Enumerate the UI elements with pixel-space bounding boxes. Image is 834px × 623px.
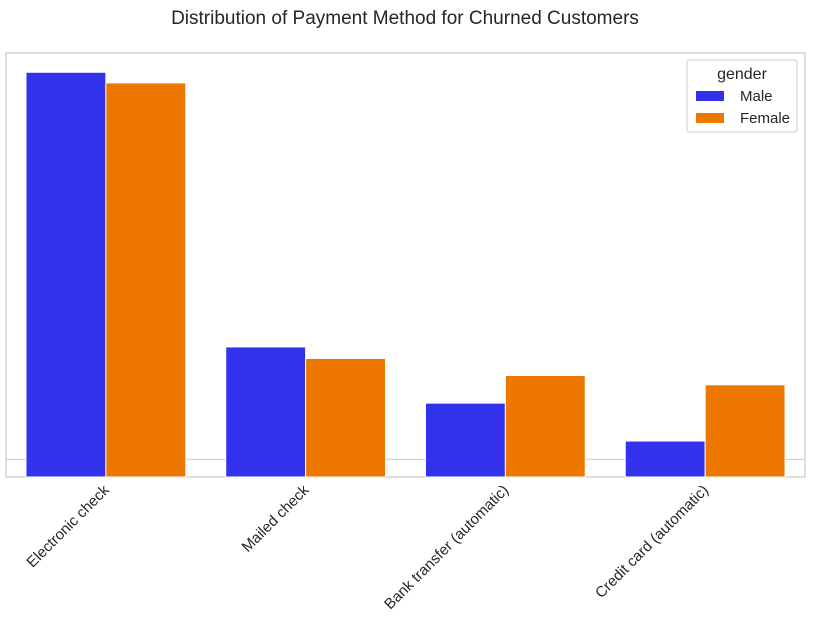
legend-swatch-female [696,113,724,123]
bar-male-2 [424,402,506,478]
bar-female-3 [704,384,786,478]
legend-swatch-male [696,91,724,101]
bar-female-0 [105,82,187,478]
x-tick-labels: Electronic check Mailed check Bank transfe… [23,481,712,612]
x-tick-label-0: Electronic check [23,481,113,571]
x-tick-label-1: Mailed check [239,481,313,555]
chart-title: Distribution of Payment Method for Churn… [171,8,639,29]
legend-label-female: Female [740,110,790,127]
legend-title: gender [717,66,767,83]
x-tick-label-3: Credit card (automatic) [592,482,712,602]
bar-male-1 [225,346,307,478]
x-tick-label-2: Bank transfer (automatic) [381,482,512,613]
bar-male-3 [624,440,706,478]
bars [25,71,786,478]
bar-female-2 [504,374,586,478]
bar-female-1 [305,357,387,478]
legend-label-male: Male [740,88,773,105]
legend: gender Male Female [686,59,798,133]
bar-male-0 [25,71,107,478]
